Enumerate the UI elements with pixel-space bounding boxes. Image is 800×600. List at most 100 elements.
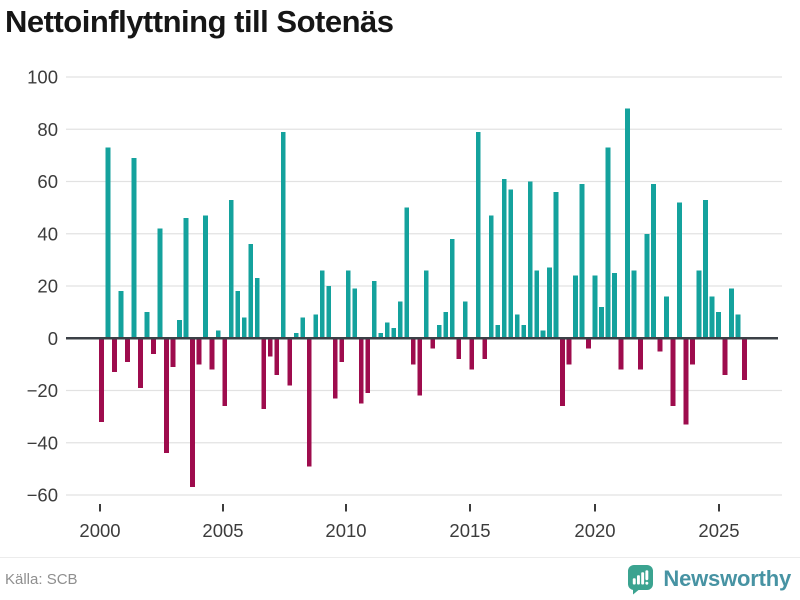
bar-positive [423,270,429,339]
bar-positive [553,191,559,339]
x-axis-label: 2010 [325,520,366,541]
bar-negative [670,338,676,407]
bar-negative [164,338,169,454]
bar-positive [242,317,247,339]
bar-negative [430,338,436,349]
bar-negative [209,338,215,370]
bar-negative [456,338,462,360]
bar-positive [612,272,617,339]
bar-positive [144,312,150,339]
bar-positive [229,199,234,339]
newsworthy-brand-link[interactable]: Newsworthy [627,563,791,595]
bar-negative [410,338,416,365]
bar-positive [540,330,546,339]
bar-negative [339,338,345,362]
bar-positive [397,301,403,339]
bar-negative [196,338,202,365]
x-axis-label: 2015 [449,520,490,541]
bar-positive [488,215,494,339]
bar-positive [579,184,585,339]
bar-negative [566,338,572,365]
bar-positive [625,108,630,339]
chart-title: Nettoinflyttning till Sotenäs [5,4,394,39]
bar-positive [716,312,721,339]
bar-negative [306,338,312,467]
bar-negative [722,338,728,375]
y-axis-label: 20 [37,276,58,297]
bar-negative [190,338,195,488]
bar-negative [586,338,591,349]
bar-positive [118,291,124,339]
bar-positive [345,270,351,339]
bar-positive [391,327,397,339]
bar-positive [534,270,539,339]
bar-positive [475,131,481,339]
y-axis-label: −40 [27,432,58,453]
bar-positive [735,314,741,339]
bar-positive [319,270,325,339]
bar-positive [677,202,682,339]
bar-positive [248,244,254,339]
bar-negative [690,338,695,365]
bar-negative [469,338,475,370]
bar-positive [216,330,221,339]
bar-positive [573,275,578,339]
bar-positive [183,218,189,339]
x-axis-label: 2025 [698,520,739,541]
y-axis-label: 80 [37,119,58,140]
bar-positive [352,288,358,339]
bar-positive [514,314,520,339]
bar-positive [436,325,442,339]
bar-positive [651,184,656,339]
bar-positive [326,286,332,339]
bar-positive [255,278,260,339]
y-axis-label: −60 [27,485,58,506]
bar-positive [495,325,500,339]
bar-positive [371,280,377,339]
bar-positive [703,199,708,339]
bar-positive [521,325,526,339]
bar-positive [449,238,455,339]
bar-negative [618,338,624,370]
bar-positive [105,147,111,339]
bar-positive [443,312,449,339]
bar-positive [501,178,507,339]
bar-positive [235,291,241,339]
net-migration-bar-chart: 100 80 60 40 20 0 −20 −40 −60 2000 2005 2010 2015 202… [27,67,782,541]
x-axis-label: 2000 [79,520,120,541]
bar-negative [99,338,104,422]
bar-negative [267,338,273,357]
bar-positive [527,181,533,339]
y-axis-label: 60 [37,171,58,192]
bar-positive [157,228,163,339]
chart-footer: Källa: SCB Newsworthy [0,557,800,600]
x-axis-label: 2020 [574,520,615,541]
bar-positive [644,233,650,339]
bar-negative [417,338,423,396]
bar-negative [358,338,364,404]
bar-positive [384,322,390,339]
bar-positive [631,270,637,339]
bar-negative [261,338,267,409]
bar-positive [177,319,182,339]
bar-positive [592,275,598,339]
bar-negative [138,338,143,388]
y-axis-label: 0 [48,328,58,349]
bar-positive [696,270,702,339]
bar-negative [742,338,747,381]
bar-negative [222,338,228,407]
bar-positive [293,333,299,339]
y-axis-label: −20 [27,380,58,401]
bar-positive [203,215,208,339]
bar-positive [280,131,286,339]
y-axis-label: 100 [27,67,58,88]
bar-negative [274,338,280,375]
bar-negative [683,338,689,425]
bar-negative [482,338,487,360]
bar-negative [151,338,156,354]
bar-negative [657,338,663,352]
x-axis-label: 2005 [202,520,243,541]
bar-negative [638,338,643,370]
bar-negative [170,338,176,367]
bar-positive [664,296,669,339]
